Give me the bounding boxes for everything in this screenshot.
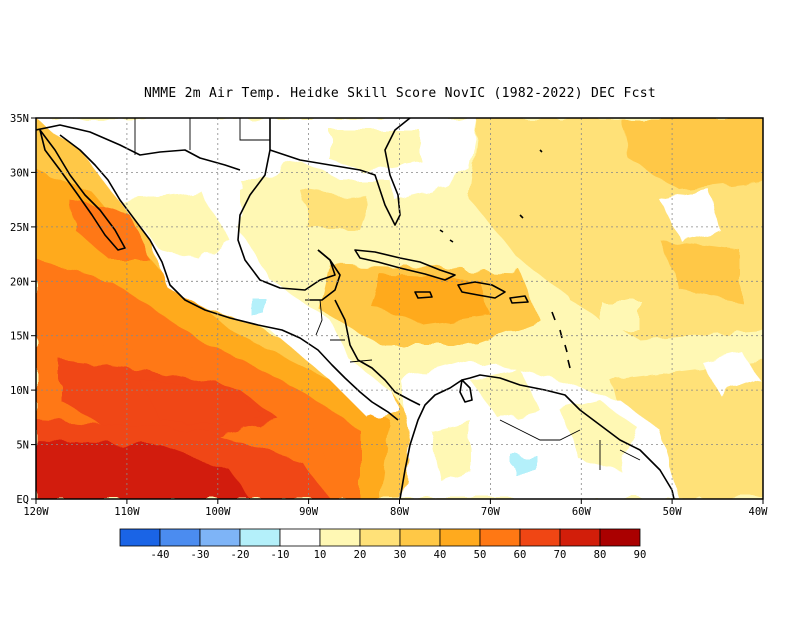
colorbar-swatch [159, 528, 201, 547]
lat-label-25n: 25N [10, 222, 29, 234]
colorbar-label: 30 [394, 549, 407, 561]
lon-label-50w: 50W [663, 506, 683, 518]
gridlines [36, 118, 763, 499]
colorbar-swatch [279, 528, 321, 547]
lon-label-100w: 100W [205, 506, 231, 518]
colorbar-labels: -40 -30 -20 -10 10 20 30 40 50 60 70 80 90 [151, 549, 647, 561]
lat-label-10n: 10N [10, 385, 29, 397]
colorbar-swatch [359, 528, 401, 547]
colorbar-label: 70 [554, 549, 567, 561]
map-title: NMME 2m Air Temp. Heidke Skill Score Nov… [144, 86, 656, 101]
lat-label-15n: 15N [10, 331, 29, 343]
colorbar-label: 40 [434, 549, 447, 561]
colorbar-swatch [599, 528, 641, 547]
lat-label-20n: 20N [10, 276, 29, 288]
lat-ticks [31, 117, 36, 500]
country-borders [134, 118, 641, 470]
colorbar-label: 80 [594, 549, 607, 561]
colorbar-label: 50 [474, 549, 487, 561]
colorbar-swatch [199, 528, 241, 547]
colorbar-label: -20 [231, 549, 250, 561]
colorbar-swatch [119, 528, 161, 547]
colorbar-swatch [559, 528, 601, 547]
lon-label-120w: 120W [23, 506, 49, 518]
colorbar-swatch [239, 528, 281, 547]
lon-label-80w: 80W [390, 506, 410, 518]
lon-ticks [35, 499, 764, 504]
skill-field [36, 118, 763, 499]
colorbar-label: -30 [191, 549, 210, 561]
lon-label-60w: 60W [572, 506, 592, 518]
lon-label-40w: 40W [749, 506, 769, 518]
colorbar-label: -40 [151, 549, 170, 561]
lon-labels: 120W 110W 100W 90W 80W 70W 60W 50W 40W [23, 506, 768, 518]
lat-labels: 35N 30N 25N 20N 15N 10N 5N EQ [10, 113, 29, 506]
colorbar-label: 60 [514, 549, 527, 561]
colorbar-label: 10 [314, 549, 327, 561]
colorbar-swatch [399, 528, 441, 547]
lon-label-90w: 90W [299, 506, 319, 518]
colorbar-label: -10 [271, 549, 290, 561]
lon-label-110w: 110W [114, 506, 140, 518]
colorbar-swatch [479, 528, 521, 547]
lat-label-eq: EQ [16, 494, 29, 506]
colorbar-swatch [519, 528, 561, 547]
lat-label-5n: 5N [16, 440, 29, 452]
lon-label-70w: 70W [481, 506, 501, 518]
lat-label-30n: 30N [10, 167, 29, 179]
colorbar-swatch [439, 528, 481, 547]
colorbar-label: 90 [634, 549, 647, 561]
colorbar-swatch [319, 528, 361, 547]
colorbar [119, 528, 641, 547]
lat-label-35n: 35N [10, 113, 29, 125]
colorbar-label: 20 [354, 549, 367, 561]
